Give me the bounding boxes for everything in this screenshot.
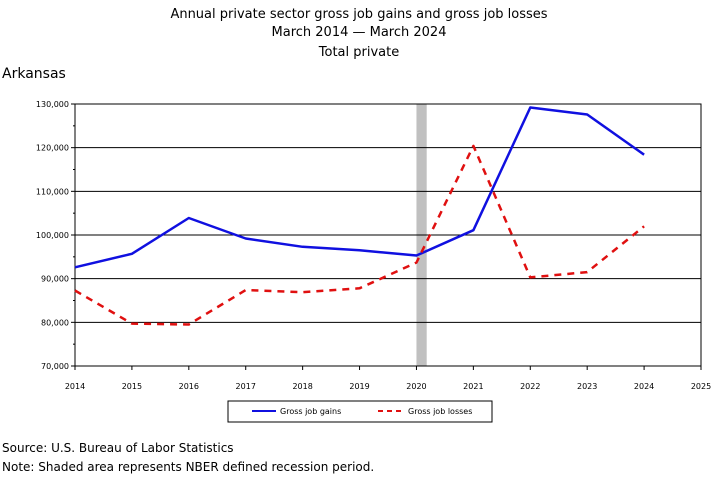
y-tick-label: 80,000 [41,318,69,327]
y-tick-label: 70,000 [41,362,69,371]
x-tick-label: 2014 [65,382,85,391]
legend-label-gains: Gross job gains [280,407,341,416]
x-tick-label: 2022 [520,382,540,391]
x-tick-label: 2019 [349,382,369,391]
series-line-gains [74,106,645,269]
legend-box [227,400,493,423]
y-tick-label: 100,000 [36,231,69,240]
x-tick-label: 2021 [463,382,483,391]
legend-label-losses: Gross job losses [408,407,472,416]
chart-subtitle: March 2014 — March 2024 [272,25,447,40]
chart-subtitle-2: Total private [318,45,399,60]
x-tick-label: 2017 [236,382,256,391]
x-tick-label: 2016 [179,382,199,391]
plot-area: 70,000 80,000 90,000 100,000 110,000 120,000 1… [36,100,711,391]
x-tick-label: 2018 [292,382,312,391]
x-tick-label: 2023 [577,382,597,391]
series-line-losses [74,144,645,326]
y-tick-label: 120,000 [36,144,69,153]
x-tick-label: 2025 [691,382,711,391]
source-note: Source: U.S. Bureau of Labor Statistics [2,441,234,455]
legend: Gross job gains Gross job losses [227,400,493,423]
y-tick-label: 110,000 [36,187,69,196]
plot-frame [74,103,702,367]
region-label: Arkansas [2,66,66,82]
y-tick-label: 90,000 [41,275,69,284]
x-tick-label: 2024 [634,382,654,391]
chart-title: Annual private sector gross job gains an… [170,7,547,22]
y-tick-label: 130,000 [36,100,69,109]
x-tick-label: 2015 [122,382,142,391]
recession-note: Note: Shaded area represents NBER define… [2,460,374,474]
x-tick-label: 2020 [406,382,426,391]
